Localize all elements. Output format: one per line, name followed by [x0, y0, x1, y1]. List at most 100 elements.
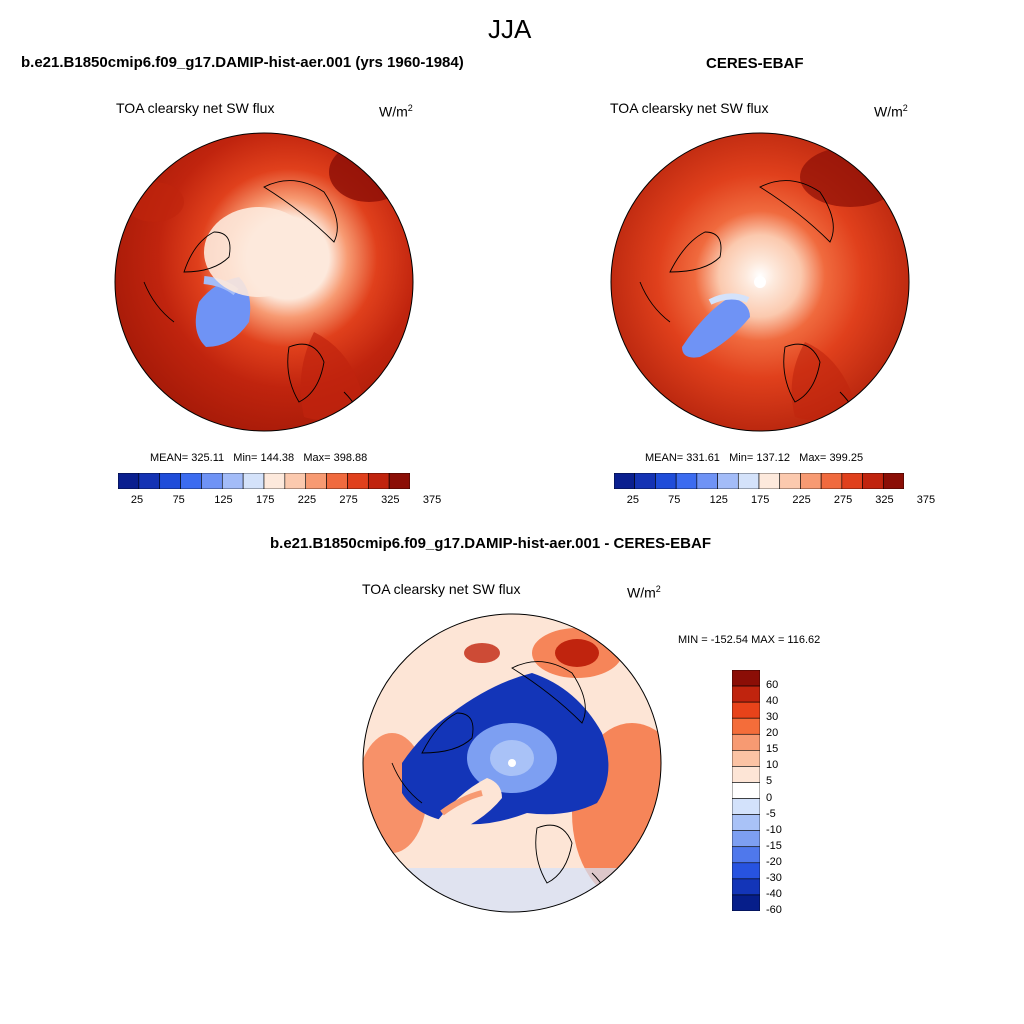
- left-colorbar-labels: 25 75 125 175 225 275 325 375: [118, 494, 441, 508]
- colorbar-swatch: [201, 473, 223, 489]
- diff-variable-label: TOA clearsky net SW flux: [362, 581, 521, 597]
- left-mean-value: 325.11: [191, 452, 225, 464]
- colorbar-tick-label: 275: [339, 494, 358, 506]
- diff-colorbar-swatch: [732, 894, 760, 911]
- left-variable-label: TOA clearsky net SW flux: [116, 100, 275, 116]
- colorbar-tick-label: 75: [668, 494, 681, 506]
- right-colorbar-labels: 25 75 125 175 225 275 325 375: [614, 494, 935, 508]
- right-colorbar: [614, 473, 904, 489]
- diff-colorbar-swatch: [732, 846, 760, 864]
- diff-colorbar-labels: 60 40 30 20 15 10 5 0 -5 -10 -15 -20 -30 -40 -60: [764, 670, 804, 916]
- colorbar-swatch: [305, 473, 327, 489]
- diff-colorbar-tick-label: -15: [766, 839, 782, 852]
- diff-colorbar-swatch: [732, 717, 760, 735]
- colorbar-swatch: [841, 473, 863, 489]
- right-unit-label: W/m2: [874, 103, 908, 120]
- left-polar-map: [114, 132, 414, 432]
- diff-colorbar-tick-label: 40: [766, 695, 779, 708]
- diff-colorbar-tick-label: -30: [766, 871, 782, 884]
- diff-colorbar-swatch: [732, 733, 760, 751]
- colorbar-swatch: [263, 473, 286, 489]
- colorbar-swatch: [737, 473, 760, 489]
- colorbar-tick-label: 275: [833, 494, 853, 506]
- diff-colorbar-tick-label: -60: [766, 904, 782, 916]
- diff-colorbar-tick-label: -10: [766, 823, 782, 836]
- colorbar-tick-label: 125: [709, 494, 728, 506]
- colorbar-tick-label: 25: [130, 494, 144, 506]
- right-min-value: 137.12: [756, 452, 790, 464]
- colorbar-swatch: [138, 473, 161, 489]
- diff-colorbar-swatch: [732, 830, 760, 848]
- colorbar-swatch: [118, 473, 140, 489]
- diff-colorbar-swatch: [732, 782, 760, 799]
- diff-colorbar-swatch: [732, 670, 760, 687]
- colorbar-swatch: [347, 473, 369, 489]
- colorbar-swatch: [159, 473, 181, 489]
- diff-case-title: b.e21.B1850cmip6.f09_g17.DAMIP-hist-aer.…: [270, 535, 711, 552]
- diff-colorbar-tick-label: 10: [766, 759, 779, 772]
- diff-colorbar-tick-label: -40: [766, 887, 782, 900]
- colorbar-swatch: [614, 473, 636, 489]
- colorbar-swatch: [284, 473, 307, 489]
- left-min-value: 144.38: [260, 452, 295, 464]
- diff-colorbar-swatch: [732, 798, 760, 815]
- diff-colorbar-swatch: [732, 814, 760, 831]
- colorbar-tick-label: 25: [626, 494, 639, 506]
- figure-title: JJA: [488, 14, 532, 44]
- diff-greenland-region: [432, 778, 502, 838]
- left-colorbar: [118, 473, 410, 489]
- left-max-value: 398.88: [333, 452, 368, 464]
- colorbar-tick-label: 125: [214, 494, 233, 506]
- colorbar-swatch: [779, 473, 801, 489]
- diff-colorbar-swatch: [732, 766, 760, 783]
- diff-unit-label: W/m2: [627, 584, 661, 601]
- left-greenland-low-flux: [195, 277, 251, 347]
- colorbar-tick-label: 375: [916, 494, 936, 506]
- left-coastlines: [143, 180, 361, 428]
- diff-colorbar-swatch: [732, 862, 760, 880]
- colorbar-swatch: [882, 473, 904, 489]
- right-greenland-low-flux: [682, 297, 750, 358]
- colorbar-swatch: [696, 473, 718, 489]
- right-variable-label: TOA clearsky net SW flux: [610, 100, 769, 116]
- diff-colorbar-tick-label: 15: [766, 743, 779, 756]
- colorbar-swatch: [388, 473, 410, 489]
- left-case-title: b.e21.B1850cmip6.f09_g17.DAMIP-hist-aer.…: [21, 54, 464, 71]
- colorbar-tick-label: 75: [172, 494, 185, 506]
- colorbar-swatch: [862, 473, 884, 489]
- diff-colorbar-swatch: [732, 878, 760, 896]
- diff-colorbar-tick-label: 0: [766, 791, 773, 804]
- diff-colorbar-swatch: [732, 685, 760, 703]
- colorbar-tick-label: 375: [422, 494, 442, 506]
- colorbar-swatch: [367, 473, 390, 489]
- colorbar-swatch: [242, 473, 265, 489]
- left-stats: MEAN= 325.11 Min= 144.38 Max= 398.88: [150, 452, 368, 464]
- diff-colorbar-tick-label: 30: [766, 711, 779, 724]
- left-unit-label: W/m2: [379, 103, 413, 120]
- colorbar-swatch: [758, 473, 781, 489]
- right-max-value: 399.25: [829, 452, 864, 464]
- colorbar-tick-label: 225: [297, 494, 317, 506]
- colorbar-tick-label: 225: [792, 494, 811, 506]
- colorbar-swatch: [326, 473, 348, 489]
- right-case-title: CERES-EBAF: [706, 55, 804, 72]
- colorbar-swatch: [820, 473, 843, 489]
- diff-colorbar-tick-label: 20: [766, 727, 779, 740]
- diff-polar-map: [362, 613, 662, 913]
- diff-colorbar-tick-label: -20: [766, 855, 782, 868]
- diff-colorbar-tick-label: 60: [766, 679, 779, 692]
- right-stats: MEAN= 331.61 Min= 137.12 Max= 399.25: [645, 452, 864, 464]
- colorbar-tick-label: 175: [256, 494, 275, 506]
- right-coastlines: [639, 180, 857, 428]
- colorbar-swatch: [655, 473, 677, 489]
- right-mean-value: 331.61: [686, 452, 720, 464]
- colorbar-swatch: [800, 473, 822, 489]
- diff-colorbar-tick-label: -5: [766, 807, 776, 820]
- colorbar-swatch: [180, 473, 202, 489]
- diff-colorbar-swatch: [732, 701, 760, 719]
- diff-coastlines: [391, 661, 609, 909]
- colorbar-tick-label: 175: [751, 494, 770, 506]
- diff-colorbar: [732, 670, 760, 911]
- diff-colorbar-tick-label: 5: [766, 775, 773, 788]
- right-polar-map: [610, 132, 910, 432]
